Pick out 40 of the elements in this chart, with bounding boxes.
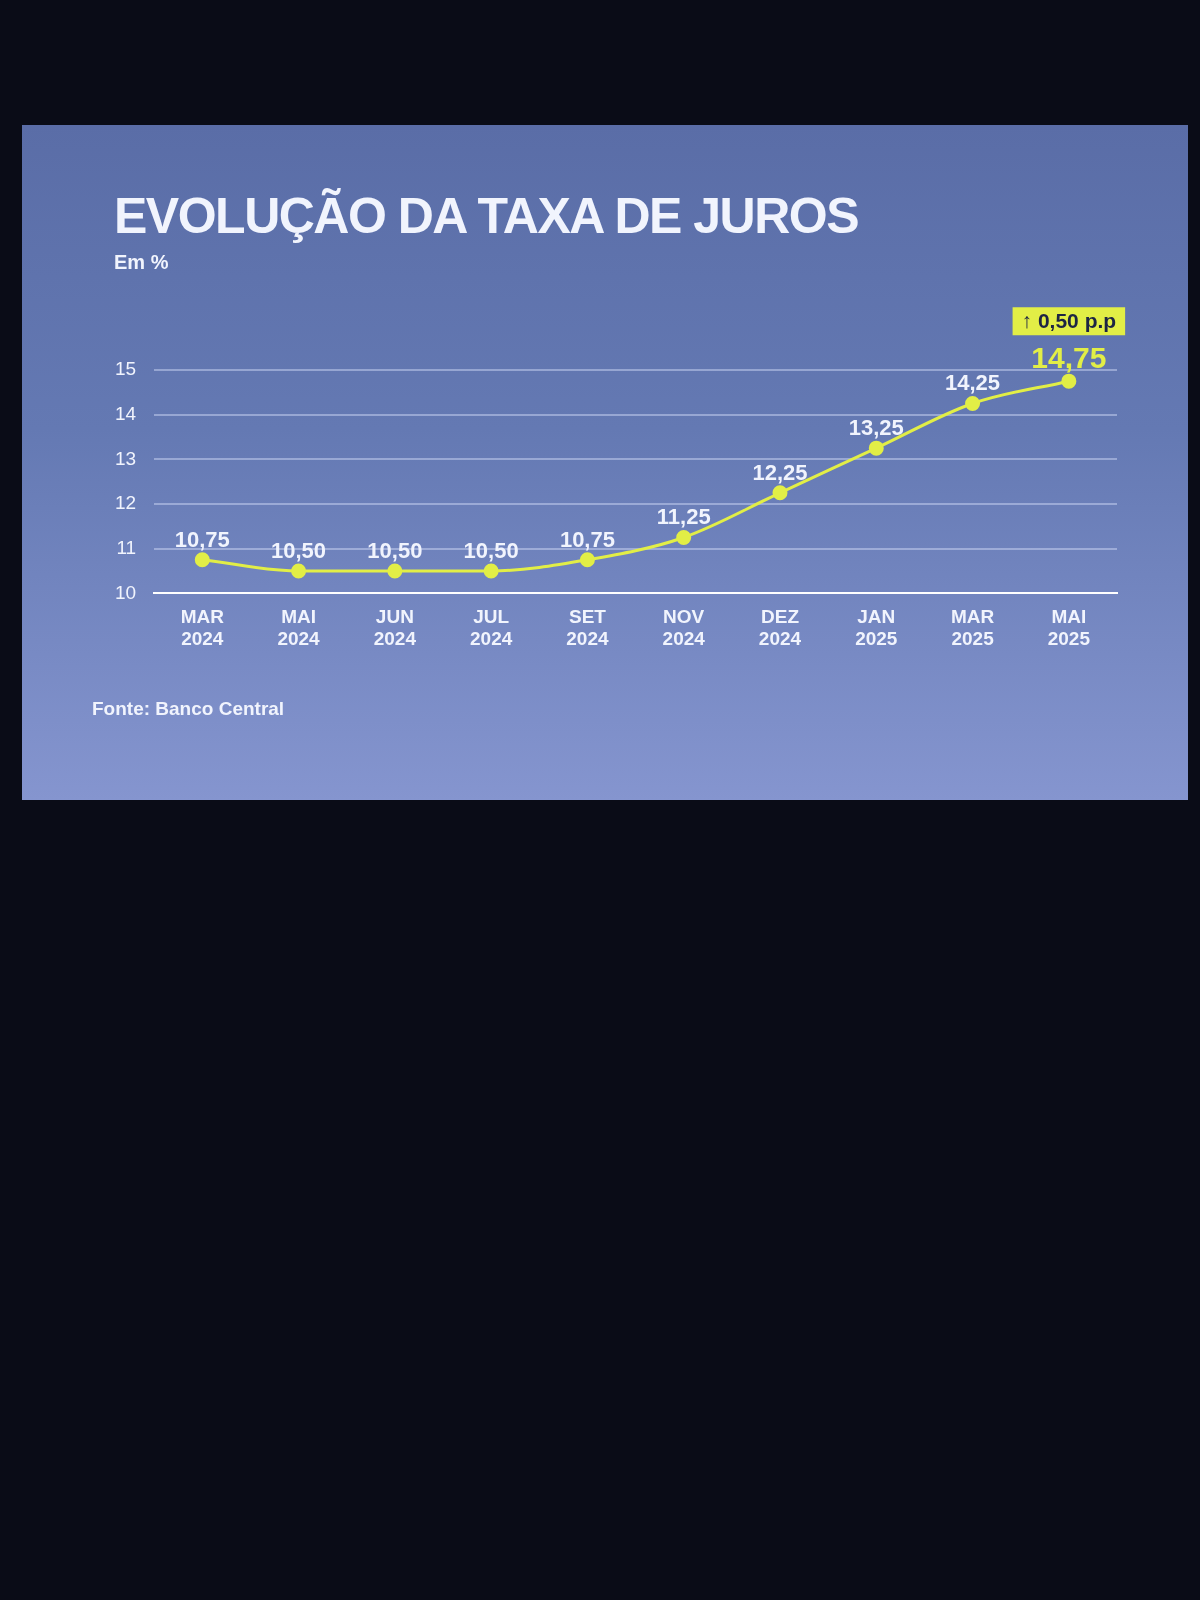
point xyxy=(291,563,307,579)
y-tick-label: 10 xyxy=(114,581,137,603)
y-tick-label: 13 xyxy=(114,447,137,469)
chart-title: EVOLUÇÃO DA TAXA DE JUROS xyxy=(114,187,859,245)
data-label: 14,25 xyxy=(945,370,1001,396)
y-tick-label: 14 xyxy=(114,402,137,424)
annotation: ↑ 0,50 p.p xyxy=(1021,308,1117,332)
y-tick-label: 15 xyxy=(114,358,137,380)
x-tick-label: DEZ 2024 xyxy=(758,606,802,650)
point xyxy=(676,529,692,545)
data-label: 10,75 xyxy=(559,526,615,552)
data-label: 12,25 xyxy=(752,459,808,485)
data-label: 10,75 xyxy=(174,526,230,552)
x-tick-label: MAR 2025 xyxy=(950,606,995,650)
point xyxy=(579,552,595,568)
x-tick-label: MAI 2024 xyxy=(277,606,321,650)
x-tick-label: JUN 2024 xyxy=(373,606,417,650)
chart-subtitle: Em % xyxy=(114,251,169,274)
y-tick-label: 12 xyxy=(114,492,137,514)
source-note: Fonte: Banco Central xyxy=(92,698,285,720)
x-tick-label: JAN 2025 xyxy=(855,606,898,650)
point xyxy=(387,563,403,579)
x-tick-label: MAR 2024 xyxy=(180,606,225,650)
x-tick-label: SET 2024 xyxy=(566,606,609,650)
y-tick-label: 11 xyxy=(116,536,137,558)
point xyxy=(1061,373,1077,389)
data-label: 10,50 xyxy=(367,537,423,563)
data-label: 14,75 xyxy=(1031,341,1107,375)
point xyxy=(868,440,884,456)
point xyxy=(483,563,499,579)
data-label: 11,25 xyxy=(656,504,711,530)
data-label: 10,50 xyxy=(463,537,519,563)
data-label: 13,25 xyxy=(848,415,904,441)
x-tick-label: JUL 2024 xyxy=(470,606,513,650)
point xyxy=(772,485,788,501)
x-tick-label: NOV 2024 xyxy=(662,606,706,650)
point xyxy=(965,396,981,411)
x-tick-label: MAI 2025 xyxy=(1047,606,1091,650)
point xyxy=(194,552,210,568)
data-label: 10,50 xyxy=(271,537,327,563)
